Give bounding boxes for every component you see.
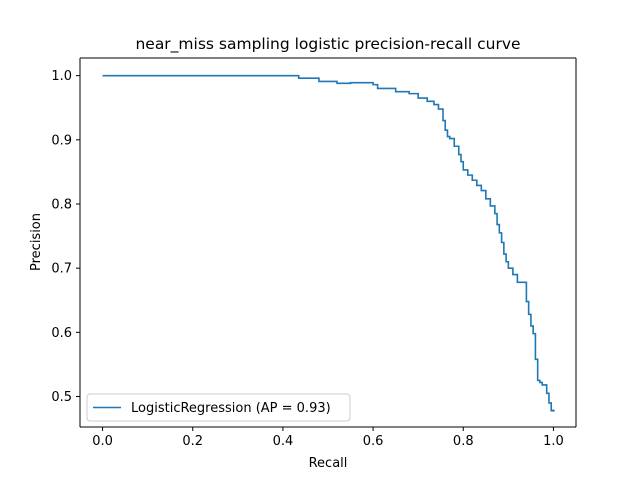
- y-axis-label: Precision: [29, 213, 44, 271]
- x-axis-label: Recall: [309, 456, 348, 471]
- x-tick-label: 0.0: [92, 434, 113, 449]
- x-axis-ticks: 0.0 0.2 0.4 0.6 0.8 1.0: [92, 427, 564, 449]
- y-tick-label: 0.7: [51, 262, 72, 277]
- series-end-point: [552, 409, 555, 412]
- y-tick-label: 1.0: [51, 69, 72, 84]
- x-tick-label: 0.8: [453, 434, 474, 449]
- legend-box: [86, 393, 351, 422]
- x-tick-label: 1.0: [543, 434, 564, 449]
- y-tick-label: 0.8: [51, 197, 72, 212]
- legend: LogisticRegression (AP = 0.93): [86, 393, 351, 422]
- x-tick-label: 0.2: [182, 434, 203, 449]
- y-axis-ticks: 0.5 0.6 0.7 0.8 0.9 1.0: [51, 69, 80, 405]
- y-tick-label: 0.6: [51, 326, 72, 341]
- x-tick-label: 0.4: [273, 434, 294, 449]
- y-tick-label: 0.5: [51, 390, 72, 405]
- series-group: [102, 74, 555, 412]
- series-line: [102, 74, 554, 412]
- y-tick-label: 0.9: [51, 133, 72, 148]
- chart-title: near_miss sampling logistic precision-re…: [135, 35, 520, 54]
- plot-area: [80, 58, 576, 427]
- x-tick-label: 0.6: [363, 434, 384, 449]
- legend-entry-label: LogisticRegression (AP = 0.93): [131, 401, 331, 416]
